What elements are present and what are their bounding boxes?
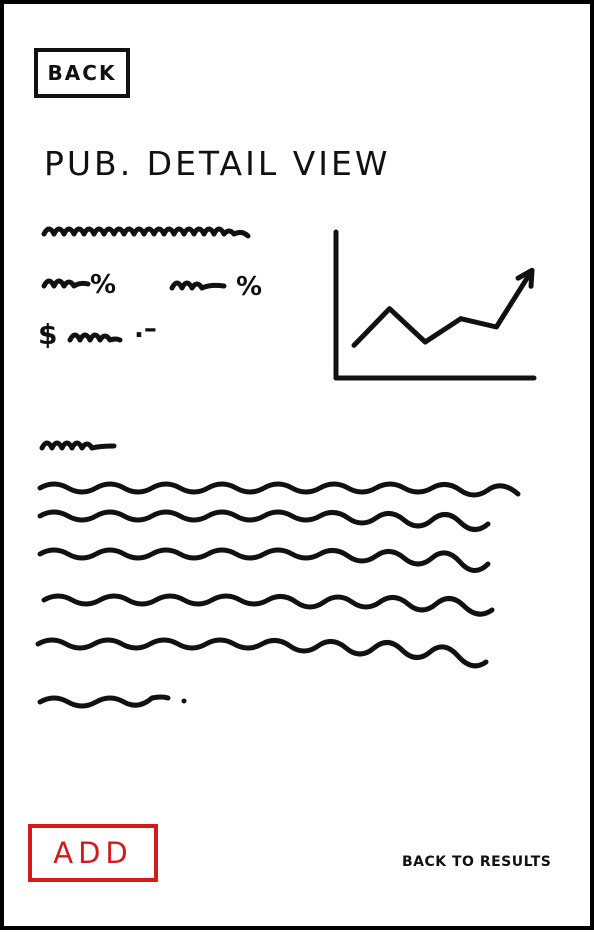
text-line-6 — [37, 694, 171, 709]
stat-2-placeholder — [169, 280, 227, 291]
pub-name-placeholder — [41, 226, 251, 239]
add-button[interactable]: ADD — [28, 824, 158, 882]
back-to-results-link[interactable]: BACK TO RESULTS — [402, 854, 552, 870]
placeholder-scribbles — [35, 226, 521, 709]
stat-2-percent: % — [236, 272, 263, 302]
section-heading-placeholder — [39, 440, 117, 451]
price-placeholder — [67, 332, 123, 343]
stat-1-percent: % — [90, 270, 117, 300]
page-title: PUB. DETAIL VIEW — [44, 144, 391, 183]
text-line-3 — [37, 547, 491, 573]
text-dot — [181, 698, 187, 704]
text-line-2 — [37, 509, 491, 532]
chart-series-line — [351, 267, 535, 348]
chart-arrowhead — [515, 267, 535, 289]
price-dollar: $ — [38, 318, 58, 351]
trend-chart — [333, 229, 537, 381]
text-line-1 — [37, 481, 521, 498]
price-suffix: .– — [134, 314, 157, 344]
text-line-4 — [41, 593, 495, 617]
back-button[interactable]: BACK — [34, 48, 130, 98]
text-line-5 — [35, 637, 489, 669]
stat-1-placeholder — [41, 278, 91, 289]
